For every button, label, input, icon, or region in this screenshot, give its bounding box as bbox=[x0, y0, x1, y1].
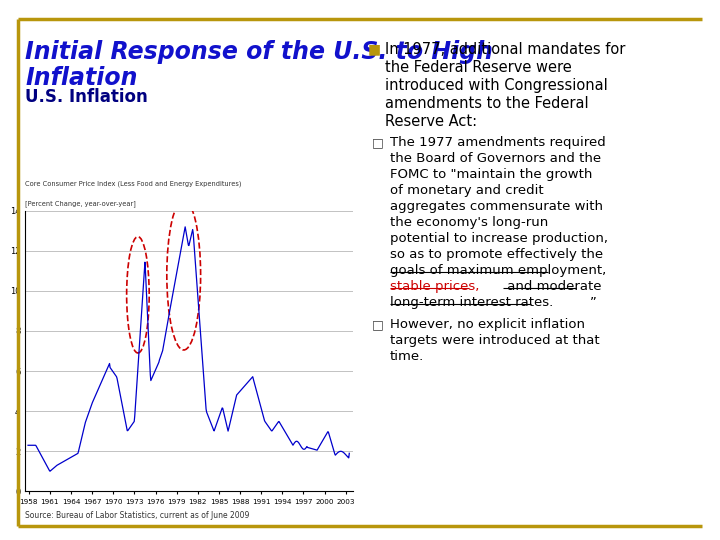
Text: In 1977, additional mandates for: In 1977, additional mandates for bbox=[385, 42, 626, 57]
Text: amendments to the Federal: amendments to the Federal bbox=[385, 96, 589, 111]
Text: time.: time. bbox=[390, 350, 424, 363]
Text: the economy's long-run: the economy's long-run bbox=[390, 216, 548, 229]
Text: However, no explicit inflation: However, no explicit inflation bbox=[390, 318, 585, 331]
Text: introduced with Congressional: introduced with Congressional bbox=[385, 78, 608, 93]
Text: so as to promote effectively the: so as to promote effectively the bbox=[390, 248, 603, 261]
Text: Initial Response of the U.S. to High: Initial Response of the U.S. to High bbox=[25, 40, 493, 64]
Text: long-term interest rates.: long-term interest rates. bbox=[390, 296, 553, 309]
Text: aggregates commensurate with: aggregates commensurate with bbox=[390, 200, 603, 213]
Text: Inflation: Inflation bbox=[25, 66, 138, 90]
Text: targets were introduced at that: targets were introduced at that bbox=[390, 334, 600, 347]
Text: and moderate: and moderate bbox=[503, 280, 601, 293]
Text: FOMC to "maintain the growth: FOMC to "maintain the growth bbox=[390, 168, 593, 181]
Text: goals of maximum employment,: goals of maximum employment, bbox=[390, 264, 606, 277]
Text: □: □ bbox=[372, 318, 384, 331]
Text: The 1977 amendments required: The 1977 amendments required bbox=[390, 136, 606, 149]
Text: [Percent Change, year-over-year]: [Percent Change, year-over-year] bbox=[25, 200, 136, 207]
Text: ”: ” bbox=[590, 296, 597, 309]
Text: Reserve Act:: Reserve Act: bbox=[385, 114, 477, 129]
Text: Core Consumer Price Index (Less Food and Energy Expenditures): Core Consumer Price Index (Less Food and… bbox=[25, 180, 242, 187]
Text: □: □ bbox=[372, 136, 384, 149]
Text: ■: ■ bbox=[368, 42, 381, 56]
Text: the Board of Governors and the: the Board of Governors and the bbox=[390, 152, 601, 165]
Text: of monetary and credit: of monetary and credit bbox=[390, 184, 544, 197]
Text: the Federal Reserve were: the Federal Reserve were bbox=[385, 60, 572, 75]
Text: stable prices,: stable prices, bbox=[390, 280, 480, 293]
Text: U.S. Inflation: U.S. Inflation bbox=[25, 88, 148, 106]
Text: Source: Bureau of Labor Statistics, current as of June 2009: Source: Bureau of Labor Statistics, curr… bbox=[25, 511, 250, 520]
Text: potential to increase production,: potential to increase production, bbox=[390, 232, 608, 245]
